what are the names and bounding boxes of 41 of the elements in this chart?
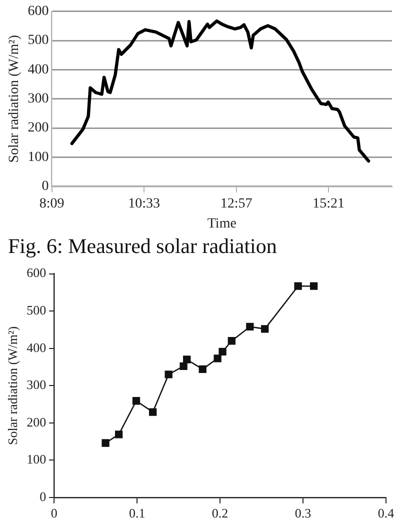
point <box>180 362 188 370</box>
x-tick-label: 15:21 <box>312 196 345 212</box>
x-tick-label: 0.4 <box>378 506 395 521</box>
y-tick-label: 500 <box>28 33 49 48</box>
y-tick-label: 300 <box>26 377 46 392</box>
y-tick-label: 200 <box>26 414 46 430</box>
point <box>218 348 226 356</box>
x-tick-label: 10:33 <box>128 196 160 212</box>
point <box>149 408 157 416</box>
y-tick-label: 600 <box>26 265 46 280</box>
y-tick-label: 500 <box>26 302 46 318</box>
x-tick-label: 12:57 <box>220 196 252 212</box>
point <box>214 354 222 362</box>
y-tick-label: 0 <box>42 179 49 194</box>
x-tick-label: 0.3 <box>294 506 312 521</box>
point <box>261 325 269 333</box>
x-axis-title: Time <box>207 216 236 232</box>
y-tick-label: 100 <box>26 452 46 467</box>
y-tick-label: 100 <box>28 150 49 165</box>
x-tick-label: 0.1 <box>128 506 146 521</box>
point <box>102 439 110 447</box>
point <box>228 337 236 345</box>
y-tick-label: 300 <box>28 92 49 107</box>
y-tick-label: 400 <box>28 62 49 78</box>
y-tick-label: 400 <box>26 340 46 355</box>
point <box>294 282 302 290</box>
point <box>132 397 140 405</box>
y-tick-label: 600 <box>28 4 49 20</box>
y-axis-title: Solar radiation (W/m²) <box>5 326 20 445</box>
y-axis-title: Solar radiation (W/m²) <box>7 34 22 163</box>
point <box>310 282 318 290</box>
x-tick-label: 8:09 <box>39 196 64 212</box>
point <box>198 365 206 374</box>
x-tick-label: 0.2 <box>212 506 228 521</box>
point <box>183 356 191 364</box>
point <box>246 322 254 331</box>
y-tick-label: 200 <box>28 120 49 136</box>
point <box>164 370 172 378</box>
caption: Fig. 6: Measured solar radiation <box>7 233 278 260</box>
point <box>114 430 123 438</box>
y-tick-label: 0 <box>40 488 46 504</box>
